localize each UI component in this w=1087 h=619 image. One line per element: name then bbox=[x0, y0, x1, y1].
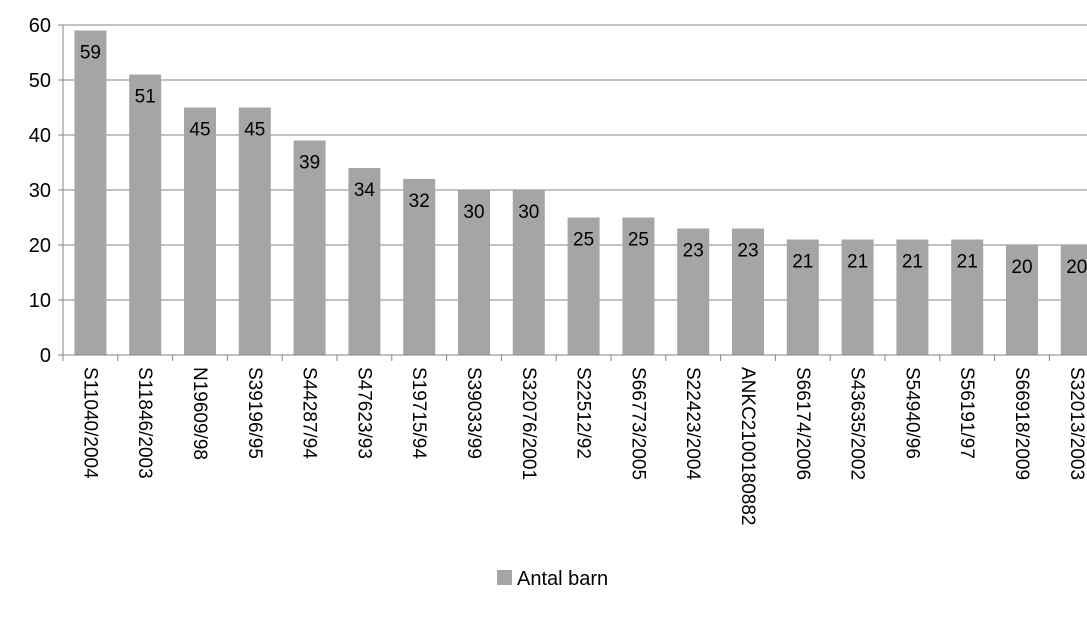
x-tick-label: S43635/2002 bbox=[847, 367, 868, 480]
data-label: 25 bbox=[573, 230, 594, 251]
x-tick-label: S66174/2006 bbox=[792, 367, 813, 480]
x-tick-label: S11040/2004 bbox=[79, 367, 100, 479]
bar bbox=[732, 228, 764, 355]
data-label: 23 bbox=[683, 241, 704, 262]
data-label: 21 bbox=[902, 252, 923, 273]
data-label: 25 bbox=[628, 230, 649, 251]
data-label: 30 bbox=[463, 202, 484, 223]
bar bbox=[1060, 245, 1087, 355]
bar bbox=[293, 140, 326, 355]
data-label: 59 bbox=[80, 43, 101, 64]
bar bbox=[129, 74, 162, 355]
x-axis-tick-labels: S11040/2004 S11846/2003 N19609/98 S39196/95… bbox=[79, 367, 1086, 525]
x-tick-label: S54940/96 bbox=[901, 367, 922, 459]
data-label: 45 bbox=[189, 120, 210, 141]
bar bbox=[184, 107, 216, 355]
x-tick-label: S22423/2004 bbox=[682, 367, 703, 480]
x-tick-label: S32076/2001 bbox=[518, 367, 539, 480]
x-tick-label: ANKC2100180882 bbox=[737, 367, 758, 525]
bar bbox=[951, 239, 984, 355]
data-label: 45 bbox=[244, 120, 265, 141]
bar bbox=[677, 228, 710, 355]
y-tick-label: 50 bbox=[29, 70, 51, 92]
data-label: 32 bbox=[409, 191, 430, 212]
bar bbox=[622, 217, 655, 355]
legend: Antal barn bbox=[497, 568, 608, 590]
data-label: 20 bbox=[1011, 257, 1032, 278]
x-tick-label: S66918/2009 bbox=[1011, 367, 1032, 480]
x-tick-label: S11846/2003 bbox=[134, 367, 155, 479]
bar bbox=[74, 30, 107, 355]
bar bbox=[1006, 245, 1038, 355]
bar bbox=[567, 217, 600, 355]
data-label: 21 bbox=[847, 252, 868, 273]
bar bbox=[238, 107, 271, 355]
bar bbox=[348, 168, 381, 355]
data-label: 39 bbox=[299, 153, 320, 174]
x-tick-label: S19715/94 bbox=[408, 367, 429, 459]
bar bbox=[841, 239, 874, 355]
x-tick-label: N19609/98 bbox=[189, 367, 210, 460]
bars bbox=[74, 30, 1087, 355]
x-tick-label: S47623/93 bbox=[353, 367, 374, 459]
y-tick-label: 30 bbox=[29, 180, 51, 202]
data-label: 34 bbox=[354, 180, 376, 201]
x-tick-label: S32013/2003 bbox=[1066, 367, 1087, 480]
data-label: 20 bbox=[1066, 257, 1087, 278]
axes bbox=[58, 24, 1087, 361]
bar bbox=[512, 190, 545, 355]
data-label: 23 bbox=[737, 241, 758, 262]
data-label: 21 bbox=[957, 252, 978, 273]
y-tick-label: 20 bbox=[29, 235, 51, 257]
data-label: 21 bbox=[792, 252, 813, 273]
y-tick-label: 60 bbox=[29, 15, 51, 37]
x-tick-label: S66773/2005 bbox=[627, 367, 648, 480]
data-label: 30 bbox=[518, 202, 539, 223]
x-tick-label: S56191/97 bbox=[956, 367, 977, 459]
y-axis-tick-labels: 0 10 20 30 40 50 60 bbox=[29, 15, 51, 367]
bar bbox=[403, 179, 436, 355]
y-tick-label: 40 bbox=[29, 125, 51, 147]
y-tick-label: 10 bbox=[29, 290, 51, 312]
legend-label: Antal barn bbox=[517, 568, 608, 590]
x-tick-label: S22512/92 bbox=[573, 367, 594, 459]
x-tick-label: S39196/95 bbox=[244, 367, 265, 459]
x-tick-label: S39033/99 bbox=[463, 367, 484, 459]
data-labels: 59 51 45 45 39 34 32 30 30 25 25 23 23 21 21 21 21 20 20 bbox=[80, 43, 1087, 279]
y-tick-label: 0 bbox=[40, 345, 51, 367]
data-label: 51 bbox=[135, 87, 156, 108]
legend-swatch bbox=[497, 570, 512, 585]
bar bbox=[786, 239, 819, 355]
bar bbox=[896, 239, 929, 355]
bar bbox=[458, 190, 490, 355]
x-tick-label: S44287/94 bbox=[299, 367, 320, 459]
